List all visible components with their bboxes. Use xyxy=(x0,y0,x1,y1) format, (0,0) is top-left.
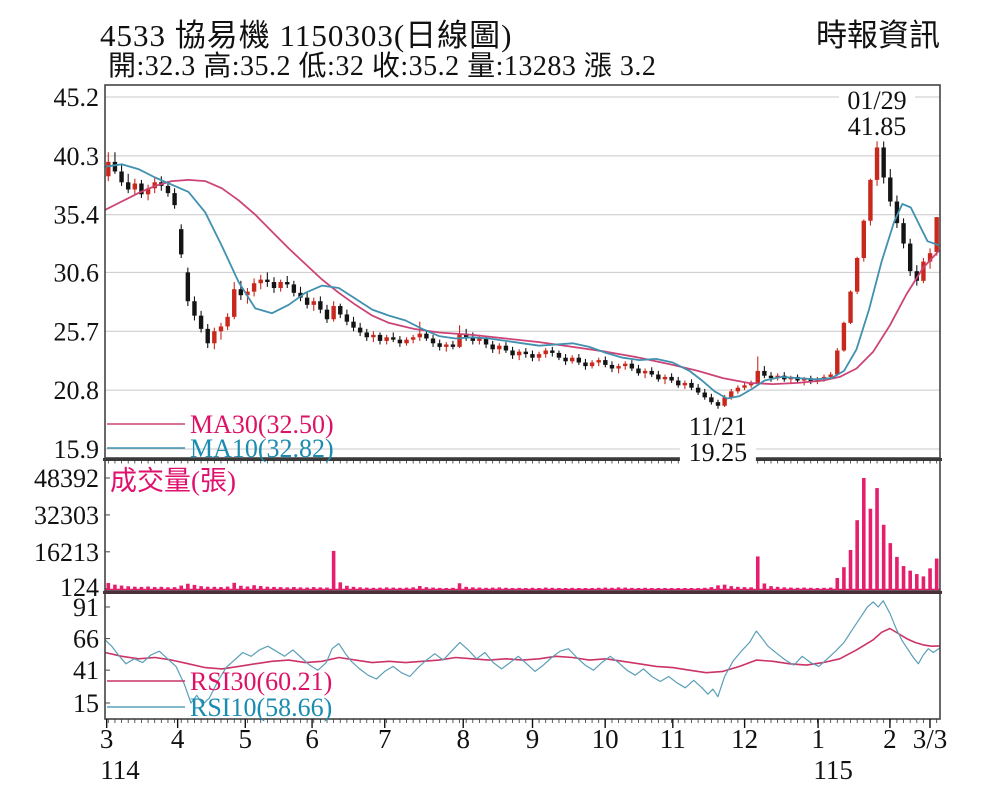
svg-text:25.7: 25.7 xyxy=(54,317,100,346)
svg-text:2: 2 xyxy=(883,724,897,754)
svg-text:45.2: 45.2 xyxy=(54,83,100,112)
price-y-axis-labels: 45.2 40.3 35.4 30.6 25.7 20.8 15.9 xyxy=(54,83,100,464)
legend-rsi30: RSI30(60.21) xyxy=(107,667,332,696)
ohlc-summary: 開:32.3 高:35.2 低:32 收:35.2 量:13283 漲 3.2 xyxy=(108,51,657,82)
ma10-line xyxy=(104,163,941,400)
candles-layer xyxy=(106,137,939,409)
svg-text:11/21: 11/21 xyxy=(689,412,747,441)
ma30-line xyxy=(104,179,941,385)
data-source-label: 時報資訊 xyxy=(816,18,940,53)
rsi30-line xyxy=(104,627,941,674)
svg-text:30.6: 30.6 xyxy=(54,258,100,287)
svg-text:8: 8 xyxy=(456,724,470,754)
svg-text:9: 9 xyxy=(526,724,540,754)
svg-text:114: 114 xyxy=(100,755,140,785)
svg-text:4: 4 xyxy=(171,724,185,754)
svg-text:MA10(32.82): MA10(32.82) xyxy=(190,434,334,463)
svg-text:32303: 32303 xyxy=(34,501,99,530)
volume-label: 成交量(張) xyxy=(110,466,236,496)
svg-text:3/3: 3/3 xyxy=(913,724,948,754)
svg-text:19.25: 19.25 xyxy=(689,438,748,467)
svg-text:15: 15 xyxy=(73,689,99,718)
svg-text:6: 6 xyxy=(305,724,319,754)
year-labels: 114 115 xyxy=(100,755,853,785)
svg-text:7: 7 xyxy=(378,724,392,754)
volume-bars xyxy=(105,478,940,591)
svg-text:成交量(張): 成交量(張) xyxy=(110,466,236,496)
svg-text:115: 115 xyxy=(813,755,853,785)
svg-text:35.4: 35.4 xyxy=(54,201,100,230)
svg-text:91: 91 xyxy=(73,593,99,622)
panel-frames xyxy=(103,84,942,720)
svg-text:10: 10 xyxy=(592,724,619,754)
svg-text:RSI10(58.66): RSI10(58.66) xyxy=(190,693,332,722)
svg-text:48392: 48392 xyxy=(34,464,99,493)
svg-text:01/29: 01/29 xyxy=(847,86,906,115)
svg-text:66: 66 xyxy=(73,625,99,654)
volume-y-axis-labels: 48392 32303 16213 124 xyxy=(34,464,110,602)
svg-text:5: 5 xyxy=(239,724,253,754)
svg-text:41.85: 41.85 xyxy=(848,112,907,141)
x-axis-labels: 3 4 5 6 7 8 9 10 11 12 1 2 3/3 xyxy=(100,724,947,754)
svg-text:3: 3 xyxy=(100,724,114,754)
legend-ma30: MA30(32.50) xyxy=(107,410,334,439)
legend-rsi10: RSI10(58.66) xyxy=(107,693,332,722)
svg-text:16213: 16213 xyxy=(34,538,99,567)
svg-text:20.8: 20.8 xyxy=(54,376,100,405)
rsi10-line xyxy=(104,600,941,705)
chart-title: 4533 協易機 1150303(日線圖) xyxy=(100,18,513,53)
svg-text:124: 124 xyxy=(60,573,99,602)
svg-text:1: 1 xyxy=(811,724,825,754)
svg-text:41: 41 xyxy=(73,656,99,685)
svg-text:MA30(32.50): MA30(32.50) xyxy=(190,410,334,439)
svg-text:11: 11 xyxy=(660,724,686,754)
svg-text:12: 12 xyxy=(731,724,758,754)
svg-text:40.3: 40.3 xyxy=(54,142,100,171)
svg-text:15.9: 15.9 xyxy=(54,435,100,464)
price-gridlines xyxy=(105,96,940,450)
legend-ma10: MA10(32.82) xyxy=(107,434,334,463)
svg-text:RSI30(60.21): RSI30(60.21) xyxy=(190,667,332,696)
